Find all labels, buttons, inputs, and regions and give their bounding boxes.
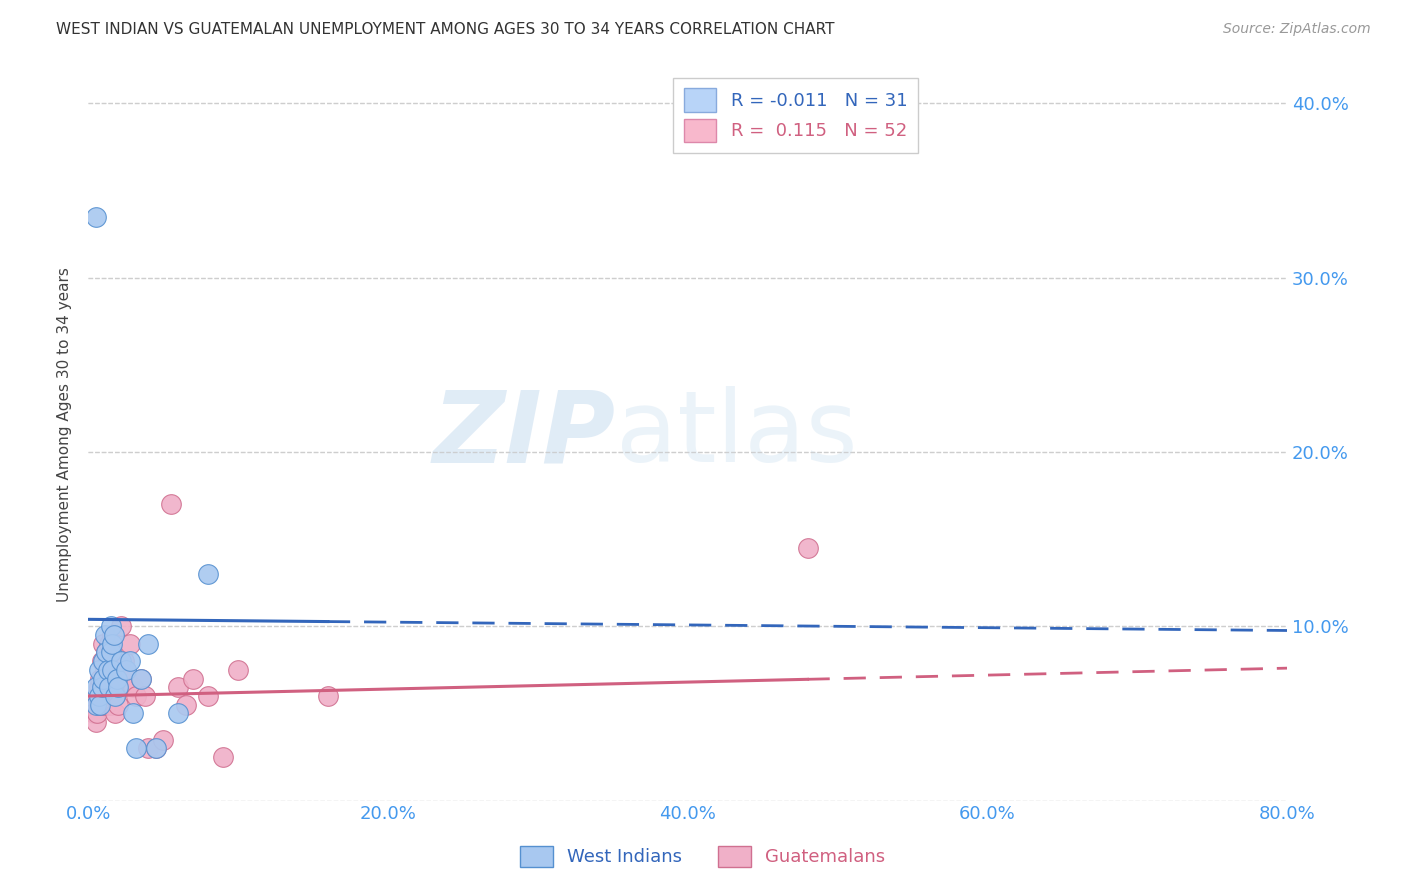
- Point: [105, 672, 128, 686]
- Point: [110, 619, 132, 633]
- Point: [90, 698, 112, 712]
- Point: [101, 663, 124, 677]
- Point: [91, 672, 114, 686]
- Point: [100, 645, 122, 659]
- Y-axis label: Unemployment Among Ages 30 to 34 years: Unemployment Among Ages 30 to 34 years: [58, 267, 72, 602]
- Point: [114, 663, 136, 677]
- Point: [94, 645, 117, 659]
- Text: Source: ZipAtlas.com: Source: ZipAtlas.com: [1223, 22, 1371, 37]
- Point: [145, 741, 167, 756]
- Point: [212, 750, 235, 764]
- Text: ZIP: ZIP: [433, 386, 616, 483]
- Point: [145, 741, 167, 756]
- Point: [87, 663, 110, 677]
- Point: [103, 628, 125, 642]
- Point: [100, 698, 122, 712]
- Point: [152, 732, 174, 747]
- Point: [114, 663, 136, 677]
- Point: [89, 689, 111, 703]
- Point: [84, 210, 107, 224]
- Text: WEST INDIAN VS GUATEMALAN UNEMPLOYMENT AMONG AGES 30 TO 34 YEARS CORRELATION CHA: WEST INDIAN VS GUATEMALAN UNEMPLOYMENT A…: [56, 22, 835, 37]
- Point: [105, 663, 128, 677]
- Point: [84, 698, 107, 712]
- Point: [91, 689, 114, 703]
- Point: [129, 672, 152, 686]
- Point: [125, 689, 148, 703]
- Point: [82, 698, 104, 712]
- Point: [100, 645, 122, 659]
- Point: [120, 654, 142, 668]
- Point: [136, 741, 159, 756]
- Point: [97, 654, 120, 668]
- Point: [107, 681, 129, 695]
- Point: [159, 497, 181, 511]
- Point: [112, 654, 135, 668]
- Point: [87, 689, 110, 703]
- Point: [101, 628, 124, 642]
- Point: [110, 654, 132, 668]
- Point: [93, 663, 115, 677]
- Text: atlas: atlas: [616, 386, 858, 483]
- Point: [83, 706, 105, 721]
- Point: [84, 681, 107, 695]
- Point: [796, 541, 818, 555]
- Point: [86, 706, 108, 721]
- Point: [97, 663, 120, 677]
- Point: [134, 689, 156, 703]
- Point: [84, 715, 107, 730]
- Point: [136, 637, 159, 651]
- Point: [174, 698, 197, 712]
- Point: [167, 681, 190, 695]
- Point: [107, 681, 129, 695]
- Point: [93, 628, 115, 642]
- Point: [107, 698, 129, 712]
- Point: [93, 681, 115, 695]
- Point: [90, 654, 112, 668]
- Point: [98, 672, 121, 686]
- Point: [86, 689, 108, 703]
- Point: [104, 689, 127, 703]
- Point: [97, 681, 120, 695]
- Point: [316, 689, 339, 703]
- Point: [226, 663, 249, 677]
- Point: [122, 681, 145, 695]
- Legend: R = -0.011   N = 31, R =  0.115   N = 52: R = -0.011 N = 31, R = 0.115 N = 52: [673, 78, 918, 153]
- Point: [197, 689, 219, 703]
- Point: [167, 706, 190, 721]
- Point: [101, 637, 124, 651]
- Point: [120, 637, 142, 651]
- Point: [197, 567, 219, 582]
- Point: [91, 637, 114, 651]
- Point: [125, 741, 148, 756]
- Point: [87, 698, 110, 712]
- Point: [90, 681, 112, 695]
- Point: [104, 689, 127, 703]
- Point: [122, 706, 145, 721]
- Point: [94, 645, 117, 659]
- Point: [115, 672, 138, 686]
- Point: [91, 654, 114, 668]
- Point: [89, 672, 111, 686]
- Point: [89, 698, 111, 712]
- Point: [181, 672, 204, 686]
- Legend: West Indians, Guatemalans: West Indians, Guatemalans: [513, 838, 893, 874]
- Point: [98, 637, 121, 651]
- Point: [94, 698, 117, 712]
- Point: [129, 672, 152, 686]
- Point: [87, 681, 110, 695]
- Point: [101, 689, 124, 703]
- Point: [100, 619, 122, 633]
- Point: [104, 706, 127, 721]
- Point: [98, 681, 121, 695]
- Point: [103, 663, 125, 677]
